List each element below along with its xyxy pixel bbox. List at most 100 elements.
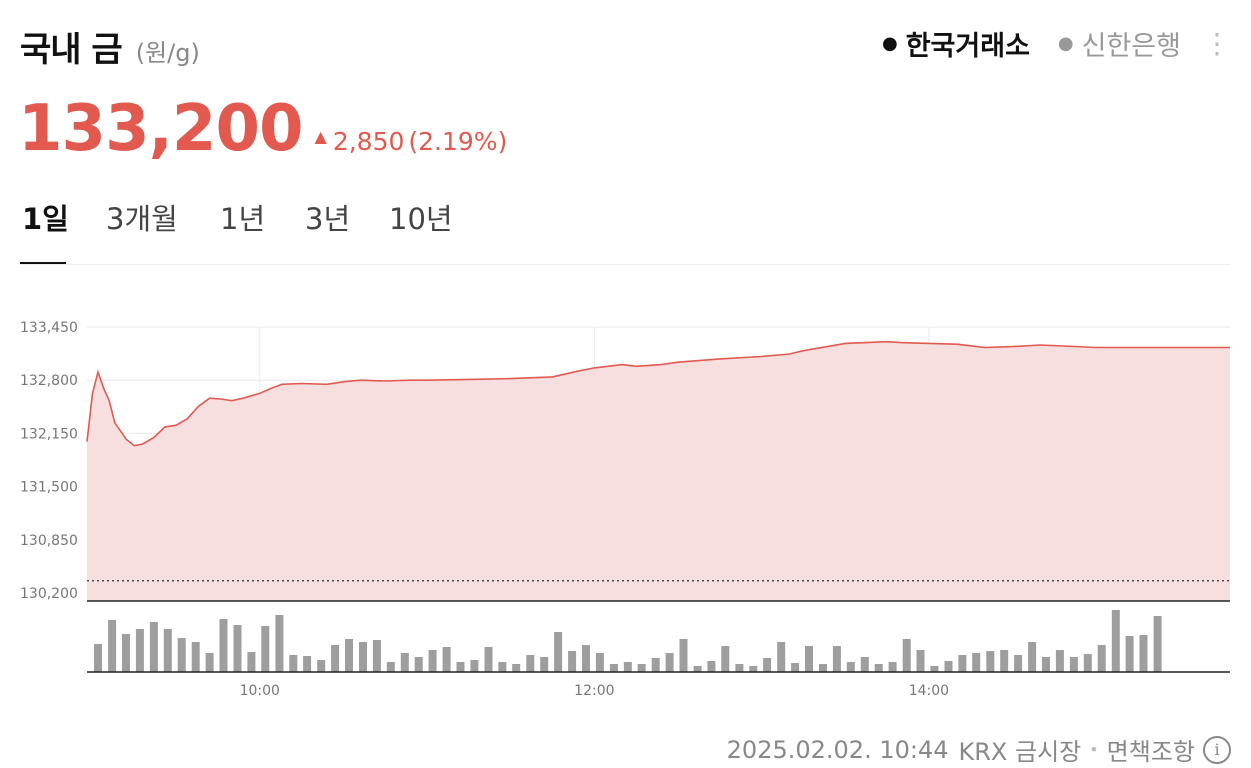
separator-dot: • (1089, 740, 1099, 759)
timestamp: 2025.02.02. 10:44 (726, 735, 949, 764)
tab-1day[interactable]: 1일 (22, 202, 69, 236)
volume-bar (972, 653, 981, 672)
volume-bar (651, 658, 660, 672)
volume-bar (275, 615, 284, 672)
info-icon[interactable]: i (1203, 735, 1231, 764)
volume-bar (1083, 654, 1092, 672)
tab-10years[interactable]: 10년 (389, 202, 453, 236)
volume-bar (219, 619, 228, 672)
volume-bar (791, 663, 800, 672)
volume-bar (470, 660, 479, 672)
header: 국내 금 (원/g) (20, 22, 200, 72)
volume-bar (609, 664, 618, 672)
volume-bar (526, 655, 535, 672)
volume-bar (1153, 616, 1162, 672)
volume-bar (554, 632, 563, 672)
volume-bar (958, 655, 967, 672)
volume-bar (749, 666, 758, 672)
tab-1year[interactable]: 1년 (220, 202, 266, 236)
volume-bar (163, 629, 172, 672)
volume-bar (331, 645, 340, 672)
volume-bar (1139, 635, 1148, 672)
volume-bar (735, 664, 744, 672)
volume-bar (261, 626, 270, 672)
price-change: 2,850 (332, 127, 405, 156)
price-chart: 133,450 132,800 132,150 131,500 130,850 130,2… (20, 320, 1230, 699)
volume-bar (846, 662, 855, 672)
price-area (87, 341, 1230, 601)
volume-bar (819, 664, 827, 672)
bullet-icon: ● (1057, 33, 1074, 54)
x-tick-label: 12:00 (574, 683, 614, 699)
volume-bar (303, 656, 312, 672)
disclaimer-link[interactable]: 면책조항 (1106, 738, 1195, 766)
volume-bar (707, 661, 716, 672)
volume-bar (442, 647, 451, 672)
volume-bar (902, 639, 911, 672)
tab-3years[interactable]: 3년 (305, 202, 351, 236)
volume-bar (498, 662, 507, 672)
y-tick-label: 130,850 (20, 533, 78, 549)
volume-bar (191, 642, 200, 672)
volume-bar (484, 647, 493, 672)
volume-bar (1111, 610, 1120, 672)
volume-bar (289, 655, 298, 672)
source-shinhan[interactable]: ● 신한은행 (1058, 24, 1181, 63)
volume-bar (1042, 657, 1050, 672)
volume-bar (108, 620, 117, 672)
price-row: 133,200 ▲ 2,850 (2.19%) (18, 92, 507, 166)
y-tick-label: 132,800 (20, 373, 78, 389)
volume-bar (874, 664, 883, 672)
source-krx[interactable]: ● 한국거래소 (882, 24, 1030, 63)
source-switch: ● 한국거래소 ● 신한은행 ⋮ (882, 24, 1231, 63)
volume-bar (582, 645, 590, 672)
volume-bar (414, 657, 423, 672)
volume-bar (1055, 650, 1064, 672)
volume-bar (777, 642, 786, 672)
volume-bar (247, 652, 256, 672)
market-label: KRX 금시장 (958, 738, 1082, 766)
volume-bar (805, 646, 813, 672)
volume-bar (721, 646, 730, 672)
volume-bar (122, 634, 130, 672)
volume-bar (1069, 657, 1078, 672)
volume-bar (512, 664, 521, 672)
volume-bar (386, 662, 395, 672)
volume-bar (693, 666, 702, 672)
volume-bar (568, 651, 577, 672)
volume-bar (149, 622, 158, 672)
volume-bar (763, 658, 772, 672)
tab-3months[interactable]: 3개월 (106, 202, 178, 236)
volume-bar (665, 653, 674, 672)
y-tick-label: 131,500 (20, 480, 78, 496)
volume-bar (428, 650, 437, 672)
volume-bar (1000, 650, 1009, 672)
up-arrow-icon: ▲ (314, 127, 327, 146)
volume-bar (359, 642, 367, 672)
volume-bar (832, 646, 841, 672)
volume-bar (205, 653, 214, 672)
volume-bar (930, 666, 939, 672)
volume-bar (986, 651, 995, 672)
price-line (86, 340, 1230, 447)
more-vertical-icon[interactable]: ⋮ (1203, 26, 1231, 60)
volume-bar (916, 650, 925, 672)
unit-label: (원/g) (135, 39, 200, 67)
volume-bar (1028, 642, 1037, 672)
x-tick-label: 10:00 (240, 683, 280, 699)
volume-bar (135, 629, 144, 672)
volume-bar (372, 640, 381, 672)
price-change-percent: (2.19%) (408, 127, 508, 156)
bullet-icon: ● (881, 33, 898, 54)
volume-bar (679, 639, 688, 672)
volume-bar (1125, 636, 1134, 672)
volume-bar (233, 625, 242, 672)
y-tick-label: 130,200 (20, 586, 78, 602)
volume-bar (177, 638, 186, 672)
footer: 2025.02.02. 10:44 KRX 금시장 • 면책조항 i (727, 732, 1231, 767)
volume-bar (623, 662, 632, 672)
y-tick-label: 133,450 (20, 320, 78, 336)
volume-bar (400, 653, 409, 672)
volume-bar (540, 657, 549, 672)
volume-bar (456, 662, 465, 672)
